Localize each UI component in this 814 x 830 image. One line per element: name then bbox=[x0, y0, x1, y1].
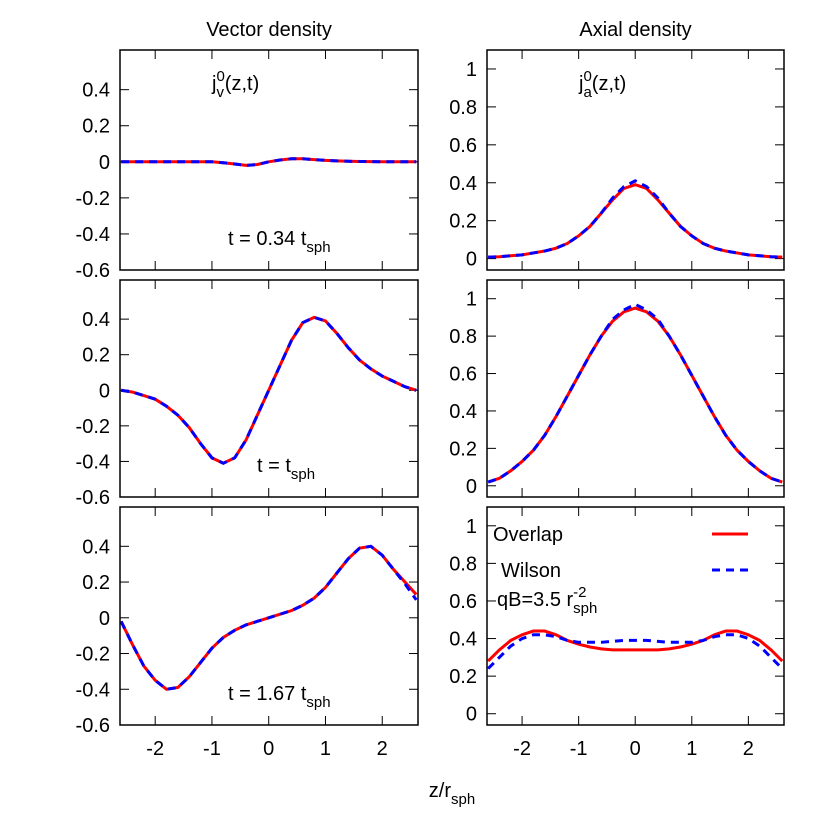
x-tick-label: -2 bbox=[513, 738, 531, 760]
panel-frame bbox=[119, 506, 419, 726]
panel-frame bbox=[119, 279, 419, 498]
series-line bbox=[121, 157, 417, 167]
y-tick-label: -0.2 bbox=[76, 644, 110, 666]
time-label-text: t = 0.34 t bbox=[228, 228, 307, 250]
y-tick-label: 0.2 bbox=[82, 572, 110, 594]
x-axis-label: z/rsph bbox=[429, 780, 475, 808]
y-tick-label: 0 bbox=[466, 249, 477, 271]
x-tick-label: -2 bbox=[146, 738, 164, 760]
panel-title: Axial density bbox=[579, 19, 691, 41]
panel-title: Vector density bbox=[206, 19, 332, 41]
y-tick-label: -0.2 bbox=[76, 188, 110, 210]
y-tick-label: 0.4 bbox=[82, 80, 110, 102]
y-tick-label: 0.2 bbox=[82, 345, 110, 367]
x-tick-label: -1 bbox=[203, 738, 221, 760]
y-tick-label: 0.8 bbox=[449, 326, 477, 348]
time-label: t = 1.67 tsph bbox=[228, 683, 331, 711]
y-tick-label: 1 bbox=[466, 516, 477, 538]
y-tick-label: -0.6 bbox=[76, 715, 110, 737]
y-tick-label: -0.2 bbox=[76, 416, 110, 438]
y-tick-label: 0 bbox=[99, 608, 110, 630]
y-tick-label: 0 bbox=[99, 152, 110, 174]
x-tick-label: -1 bbox=[570, 738, 588, 760]
annotation-text: j bbox=[578, 73, 583, 95]
x-axis-label-sub: sph bbox=[451, 791, 475, 808]
x-axis-label-text: z/r bbox=[429, 780, 452, 802]
y-tick-label: 0.4 bbox=[82, 309, 110, 331]
y-tick-label: 1 bbox=[466, 59, 477, 81]
panel-frame bbox=[486, 49, 785, 271]
annotation-text: j bbox=[211, 73, 216, 95]
y-tick-label: 0.4 bbox=[449, 173, 477, 195]
legend-label: Overlap bbox=[493, 524, 563, 546]
y-tick-label: 0.4 bbox=[82, 536, 110, 558]
y-tick-label: 0.4 bbox=[449, 629, 477, 651]
y-tick-label: 0.2 bbox=[449, 666, 477, 688]
y-tick-label: -0.4 bbox=[76, 224, 110, 246]
time-label: t = tsph bbox=[257, 455, 315, 483]
y-tick-label: 0.6 bbox=[449, 591, 477, 613]
time-label-sub: sph bbox=[306, 694, 330, 711]
y-tick-label: 0 bbox=[466, 704, 477, 726]
annotation-sub: v bbox=[216, 84, 224, 101]
series-line bbox=[488, 183, 783, 259]
y-tick-label: 0 bbox=[99, 380, 110, 402]
legend-note-sup: -2 bbox=[573, 584, 586, 601]
annotation-after: (z,t) bbox=[592, 73, 626, 95]
y-tick-label: 1 bbox=[466, 289, 477, 311]
time-label-text: t = 1.67 t bbox=[228, 683, 307, 705]
series-line bbox=[488, 179, 783, 259]
time-label-sub: sph bbox=[306, 239, 330, 256]
y-tick-label: 0.2 bbox=[449, 211, 477, 233]
x-tick-label: 0 bbox=[630, 738, 641, 760]
y-tick-label: -0.4 bbox=[76, 679, 110, 701]
y-tick-label: 0.6 bbox=[449, 135, 477, 157]
series-line bbox=[120, 315, 417, 465]
legend-note-sub: sph bbox=[573, 600, 597, 617]
x-tick-label: 2 bbox=[743, 738, 754, 760]
x-tick-label: 1 bbox=[320, 738, 331, 760]
series-line bbox=[120, 544, 418, 691]
series-line bbox=[120, 315, 417, 465]
y-tick-label: 0.6 bbox=[449, 364, 477, 386]
panel-frame bbox=[119, 49, 419, 271]
y-tick-label: 0 bbox=[466, 476, 477, 498]
x-tick-label: 2 bbox=[377, 738, 388, 760]
panel-frame bbox=[486, 279, 785, 498]
y-tick-label: 0.2 bbox=[82, 116, 110, 138]
y-tick-label: 0.4 bbox=[449, 401, 477, 423]
x-tick-label: 1 bbox=[686, 738, 697, 760]
annotation-sup: 0 bbox=[216, 68, 224, 85]
series-line bbox=[487, 629, 784, 663]
annotation: j0 a(z,t) bbox=[578, 68, 626, 101]
annotation-sub: a bbox=[583, 84, 592, 101]
legend-note: qB=3.5 r-2 sph bbox=[497, 584, 597, 617]
panel-frame bbox=[486, 506, 785, 726]
y-tick-label: -0.6 bbox=[76, 487, 110, 509]
time-label-text: t = t bbox=[257, 455, 291, 477]
series-line bbox=[487, 302, 783, 484]
annotation: j0 v(z,t) bbox=[211, 68, 259, 101]
legend-note-text: qB=3.5 r bbox=[497, 589, 574, 611]
series-line bbox=[487, 306, 783, 484]
y-tick-label: -0.6 bbox=[76, 260, 110, 282]
annotation-sup: 0 bbox=[583, 68, 591, 85]
series-line bbox=[487, 633, 784, 670]
time-label: t = 0.34 tsph bbox=[228, 228, 331, 256]
time-label-sub: sph bbox=[291, 466, 315, 483]
annotation-after: (z,t) bbox=[225, 73, 259, 95]
y-tick-label: 0.2 bbox=[449, 438, 477, 460]
x-tick-label: 0 bbox=[263, 738, 274, 760]
y-tick-label: -0.4 bbox=[76, 451, 110, 473]
y-tick-label: 0.8 bbox=[449, 97, 477, 119]
legend-label: Wilson bbox=[501, 560, 561, 582]
y-tick-label: 0.8 bbox=[449, 553, 477, 575]
